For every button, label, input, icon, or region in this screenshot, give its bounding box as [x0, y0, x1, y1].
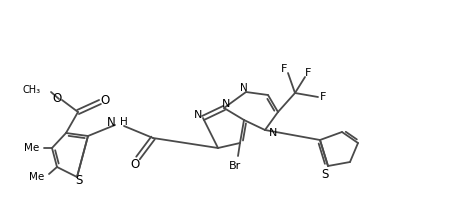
- Text: N: N: [194, 110, 202, 120]
- Text: S: S: [75, 173, 83, 186]
- Text: F: F: [305, 68, 311, 78]
- Text: Br: Br: [229, 161, 241, 171]
- Text: O: O: [130, 159, 140, 171]
- Text: F: F: [320, 92, 326, 102]
- Text: O: O: [101, 93, 110, 107]
- Text: N: N: [240, 83, 248, 93]
- Text: N: N: [269, 128, 277, 138]
- Text: CH₃: CH₃: [23, 85, 41, 95]
- Text: S: S: [321, 167, 329, 180]
- Text: Me: Me: [29, 172, 44, 182]
- Text: O: O: [52, 91, 62, 105]
- Text: N: N: [107, 116, 116, 128]
- Text: F: F: [281, 64, 287, 74]
- Text: H: H: [120, 117, 128, 127]
- Text: N: N: [222, 99, 230, 109]
- Text: Me: Me: [24, 143, 39, 153]
